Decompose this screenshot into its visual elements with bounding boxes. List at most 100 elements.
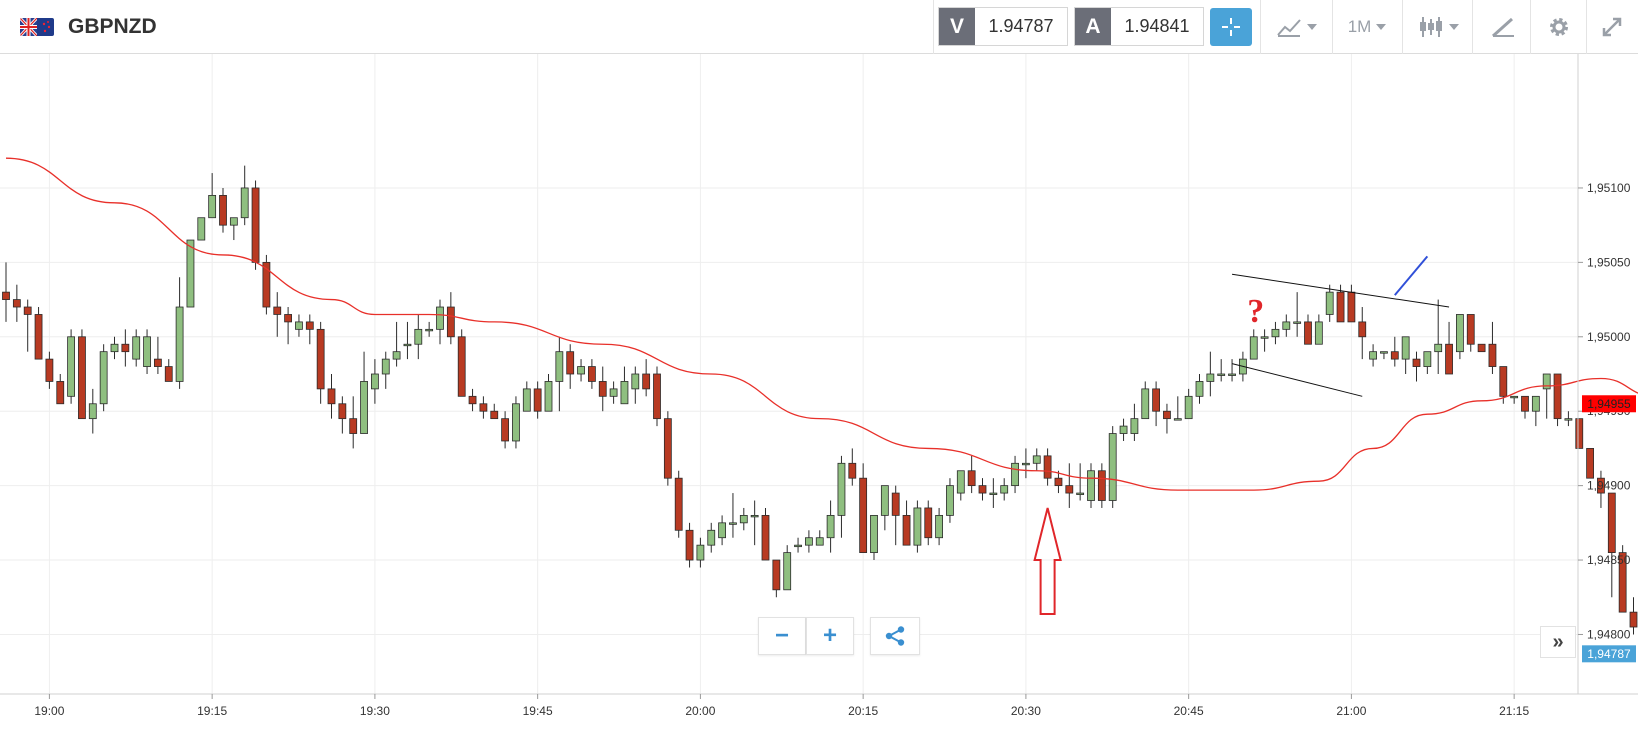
ask-price-box[interactable]: A 1.94841 xyxy=(1074,7,1204,46)
timeframe-label: 1M xyxy=(1347,17,1372,36)
candle-body-up xyxy=(1228,373,1236,376)
candle-body-up xyxy=(1510,395,1519,399)
candle xyxy=(1097,463,1106,508)
candle xyxy=(295,314,303,337)
zoom-in-button[interactable]: + xyxy=(806,617,854,655)
candle-body-down xyxy=(1304,321,1312,345)
candle xyxy=(555,336,564,412)
price-tick-label: 1,95050 xyxy=(1587,255,1631,269)
candle-body-down xyxy=(338,403,347,420)
pointer-line xyxy=(1394,255,1429,296)
candle-body-up xyxy=(1260,336,1269,339)
candle-body-up xyxy=(1141,388,1150,420)
candles-icon xyxy=(1419,17,1442,37)
candle xyxy=(870,514,878,561)
candle xyxy=(1206,351,1215,397)
candle-body-up xyxy=(1282,321,1291,330)
candle-body-up xyxy=(696,544,705,561)
expand-icon xyxy=(1602,17,1622,37)
candle xyxy=(1260,329,1269,352)
candle-body-up xyxy=(143,336,151,367)
candle-body-down xyxy=(598,381,607,397)
chart-type-button[interactable] xyxy=(1408,4,1468,50)
draw-button[interactable] xyxy=(1478,4,1528,50)
candle-body-up xyxy=(783,552,792,591)
candle-body-up xyxy=(1369,351,1377,360)
instrument-symbol[interactable]: GBPNZD xyxy=(68,15,157,38)
candle-body-down xyxy=(1065,485,1074,494)
crosshair-icon xyxy=(1222,18,1240,36)
up-arrow-annotation xyxy=(1033,507,1062,615)
candle-body-down xyxy=(284,314,293,323)
candle-body-down xyxy=(1412,358,1421,367)
candle xyxy=(175,277,184,389)
candle-body-up xyxy=(197,217,206,241)
candle-body-up xyxy=(620,381,629,405)
candle xyxy=(1054,470,1063,494)
candle-body-down xyxy=(349,418,358,434)
time-tick-label: 19:45 xyxy=(523,704,553,718)
candle xyxy=(110,336,119,360)
candle xyxy=(99,344,108,412)
candle xyxy=(78,329,86,420)
price-tick-label: 1,95000 xyxy=(1587,330,1631,344)
candle-body-down xyxy=(924,507,933,539)
candle-body-down xyxy=(859,477,868,554)
candle-body-up xyxy=(1076,492,1085,495)
crosshair-button[interactable] xyxy=(1210,8,1252,46)
candle-body-down xyxy=(1629,611,1638,628)
candle-body-up xyxy=(1380,351,1388,354)
candle xyxy=(153,336,162,374)
candle-body-down xyxy=(674,477,683,531)
candle-body-up xyxy=(913,507,922,546)
candle-body-up xyxy=(837,462,846,516)
candle-body-up xyxy=(1564,418,1573,421)
fullscreen-button[interactable] xyxy=(1590,4,1634,50)
channel-upper-line xyxy=(1231,273,1450,308)
candle-body-down xyxy=(273,306,282,315)
candle xyxy=(1000,478,1009,501)
candle xyxy=(620,366,629,405)
candle xyxy=(935,507,943,546)
candle xyxy=(1586,448,1594,479)
candle xyxy=(815,530,824,546)
candle xyxy=(1531,395,1540,427)
candle xyxy=(794,537,802,553)
candle xyxy=(56,374,65,405)
candle xyxy=(327,374,336,419)
candle xyxy=(609,381,618,404)
candle-body-up xyxy=(229,217,238,226)
candle xyxy=(1553,373,1562,427)
candle-body-down xyxy=(1488,343,1497,367)
candle xyxy=(783,545,792,591)
zoom-out-button[interactable]: − xyxy=(758,617,806,655)
settings-button[interactable] xyxy=(1534,4,1584,50)
candle-body-down xyxy=(1607,492,1616,554)
candle xyxy=(1542,373,1551,419)
timeframe-button[interactable]: 1M xyxy=(1336,4,1398,50)
share-button[interactable] xyxy=(870,617,920,655)
chevron-down-icon xyxy=(1306,24,1317,30)
time-tick-label: 20:15 xyxy=(848,704,878,718)
candle-body-up xyxy=(1423,351,1432,367)
candle-body-down xyxy=(533,388,542,412)
candle xyxy=(414,314,423,360)
indicators-button[interactable] xyxy=(1266,4,1326,50)
candle xyxy=(468,388,477,412)
price-tick-label: 1,94900 xyxy=(1587,479,1631,493)
candle xyxy=(34,307,43,360)
candle xyxy=(1325,284,1334,322)
scroll-to-latest-button[interactable]: » xyxy=(1540,626,1576,658)
candle-body-up xyxy=(1108,433,1117,501)
candle xyxy=(12,284,21,322)
bid-price-box[interactable]: V 1.94787 xyxy=(938,7,1068,46)
price-chart[interactable]: ? 1,951001,950501,950001,949501,949001,9… xyxy=(0,54,1638,730)
candle-body-down xyxy=(327,388,336,405)
candle-body-down xyxy=(457,336,466,397)
candle xyxy=(642,359,651,397)
candle-body-up xyxy=(360,381,368,434)
candle-body-up xyxy=(175,306,184,382)
candle-body-up xyxy=(1401,336,1410,360)
time-tick-label: 21:00 xyxy=(1336,704,1366,718)
candle-body-down xyxy=(2,291,10,300)
